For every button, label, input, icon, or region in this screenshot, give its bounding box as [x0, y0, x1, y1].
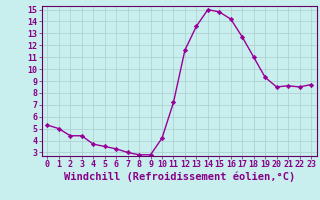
X-axis label: Windchill (Refroidissement éolien,°C): Windchill (Refroidissement éolien,°C): [64, 172, 295, 182]
